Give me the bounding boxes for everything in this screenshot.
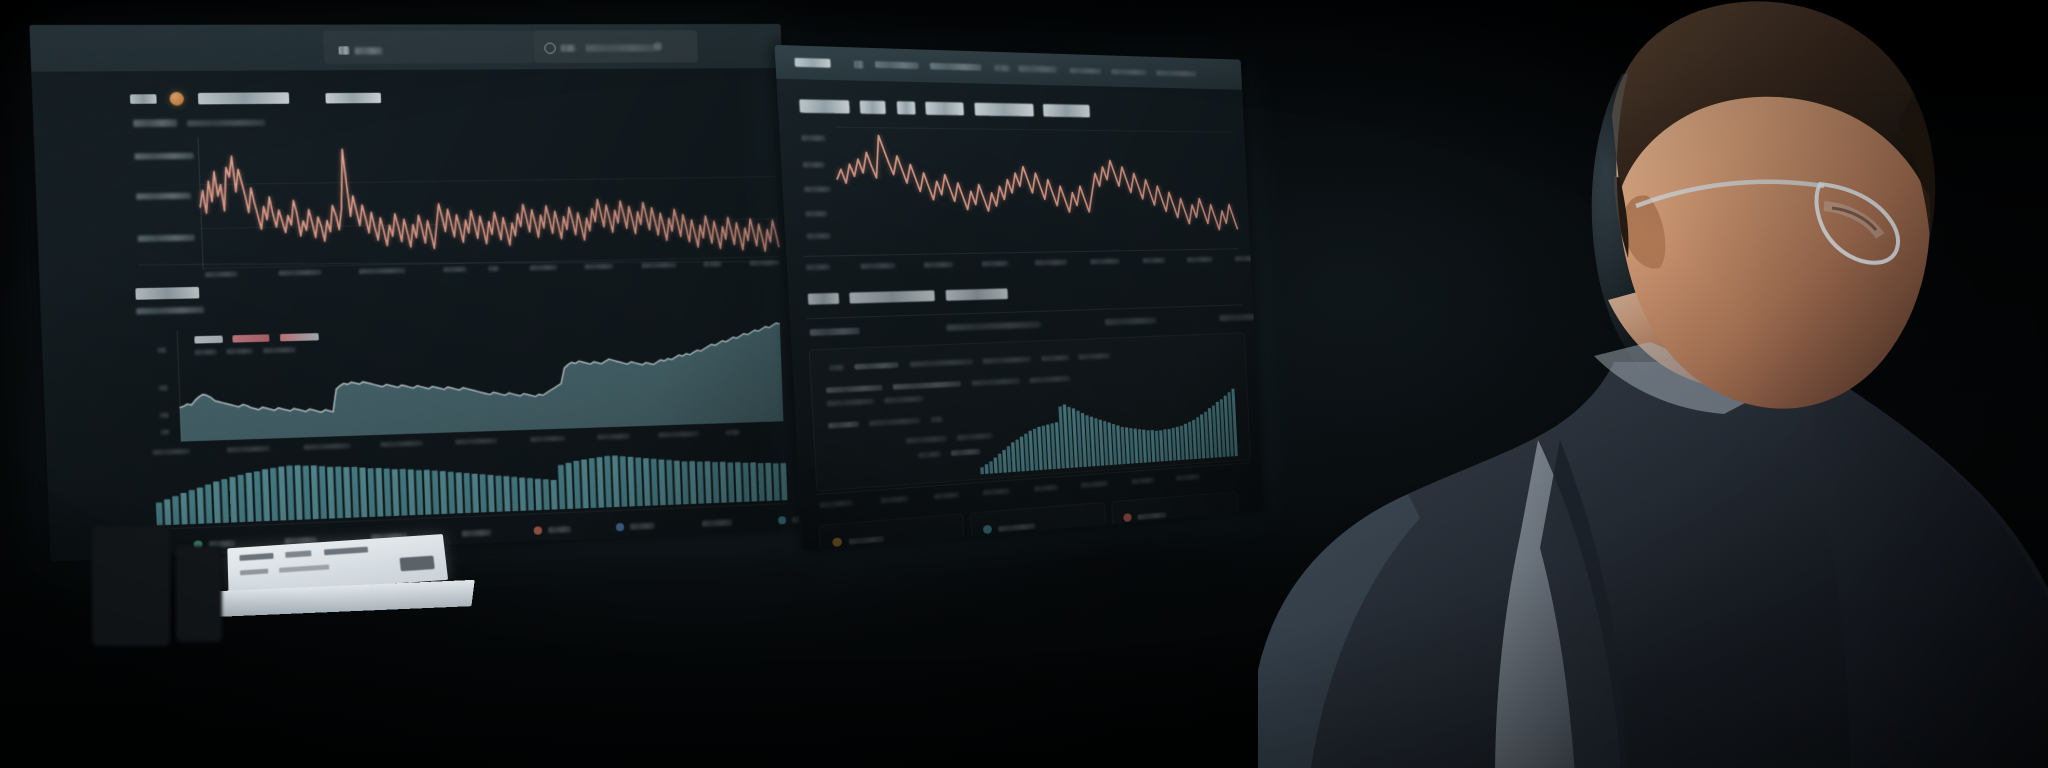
search-placeholder bbox=[585, 44, 658, 52]
right-y-label-2 bbox=[804, 186, 831, 193]
breadcrumb-current bbox=[187, 119, 266, 127]
card-status-dot bbox=[1123, 513, 1132, 523]
right-y-label-3 bbox=[805, 210, 828, 217]
right-nav-item[interactable] bbox=[1018, 65, 1058, 73]
area-y-label-1 bbox=[158, 385, 168, 391]
foreground-laptop[interactable] bbox=[92, 520, 475, 768]
right-y-label-1 bbox=[802, 161, 825, 168]
secondary-screen bbox=[774, 44, 1264, 551]
mid-title bbox=[135, 286, 200, 300]
legend-item[interactable] bbox=[616, 522, 656, 532]
right-y-label-0 bbox=[801, 135, 826, 141]
right-y-label-4 bbox=[806, 233, 831, 239]
primary-dashboard-monitor[interactable] bbox=[29, 23, 800, 562]
right-nav-item[interactable] bbox=[1156, 70, 1197, 77]
legend-item[interactable] bbox=[533, 525, 571, 535]
legend-label bbox=[547, 526, 571, 534]
search-input[interactable] bbox=[533, 30, 698, 64]
top-line-chart bbox=[197, 130, 779, 268]
breadcrumb-root[interactable] bbox=[133, 119, 178, 128]
y-axis-label-2 bbox=[137, 234, 201, 242]
search-icon bbox=[544, 42, 556, 54]
area-chart bbox=[176, 313, 783, 442]
right-sub-left[interactable] bbox=[809, 327, 860, 336]
legend-label bbox=[701, 519, 733, 527]
right-nav-item[interactable] bbox=[1111, 69, 1147, 76]
legend-label bbox=[792, 516, 800, 523]
right-nav-item[interactable] bbox=[874, 61, 919, 70]
secondary-dashboard-monitor[interactable] bbox=[774, 44, 1264, 551]
top-line-chart-panel[interactable] bbox=[129, 128, 779, 273]
mid-section-header bbox=[135, 286, 209, 315]
y-axis-label-0 bbox=[134, 152, 199, 160]
right-section-title bbox=[807, 288, 1014, 305]
mid-subtitle bbox=[136, 306, 205, 315]
report-line bbox=[826, 395, 930, 407]
breadcrumb[interactable] bbox=[133, 118, 271, 128]
laptop-screen-row bbox=[239, 564, 330, 576]
right-brand bbox=[794, 57, 831, 68]
right-sub-extra bbox=[1104, 317, 1157, 326]
legend-item[interactable] bbox=[778, 515, 800, 525]
report-line bbox=[826, 375, 1076, 394]
right-nav-icon[interactable] bbox=[853, 60, 864, 69]
right-sub-mid bbox=[946, 321, 1042, 332]
legend-label bbox=[630, 522, 656, 530]
legend-dot bbox=[616, 522, 625, 532]
brand-section bbox=[325, 92, 382, 104]
laptop-enter-key[interactable] bbox=[399, 555, 435, 572]
card-status-dot bbox=[982, 524, 993, 535]
area-y-label-3 bbox=[160, 429, 170, 435]
brand-prefix bbox=[129, 94, 157, 105]
area-chart-panel[interactable] bbox=[137, 309, 786, 446]
laptop-screen-row bbox=[239, 546, 368, 561]
right-line-chart bbox=[834, 127, 1238, 247]
desk-object-mid bbox=[176, 546, 222, 642]
right-line-chart-panel[interactable] bbox=[791, 122, 1238, 252]
legend-dot bbox=[778, 516, 787, 525]
topbar-tab-group[interactable] bbox=[322, 30, 535, 65]
search-label bbox=[560, 44, 576, 52]
right-headline bbox=[799, 99, 1095, 118]
report-line bbox=[828, 416, 948, 429]
report-line bbox=[829, 353, 1116, 371]
brand-row bbox=[129, 89, 382, 110]
right-nav-item[interactable] bbox=[929, 62, 982, 71]
card-title bbox=[848, 535, 885, 544]
primary-screen bbox=[29, 23, 800, 562]
right-nav-item[interactable] bbox=[1069, 67, 1102, 74]
app-topbar bbox=[29, 23, 783, 72]
area-y-label-2 bbox=[160, 412, 170, 419]
card-title bbox=[1137, 511, 1167, 520]
brand-name bbox=[197, 92, 290, 105]
right-chart-x-axis bbox=[806, 255, 1263, 271]
kebab-menu-icon[interactable] bbox=[653, 42, 663, 51]
right-nav-item[interactable] bbox=[994, 64, 1010, 72]
card-status-dot bbox=[832, 537, 843, 548]
bar-chart bbox=[155, 455, 788, 526]
y-axis-label-1 bbox=[136, 192, 197, 200]
area-y-label-0 bbox=[157, 347, 167, 353]
brand-dot-icon bbox=[169, 92, 185, 106]
legend-dot bbox=[533, 526, 542, 535]
right-bar-chart bbox=[980, 388, 1238, 475]
bar-chart-panel[interactable] bbox=[153, 442, 788, 527]
report-line bbox=[918, 448, 986, 459]
card-title bbox=[998, 522, 1036, 532]
desk-object-left bbox=[92, 526, 170, 646]
legend-item[interactable] bbox=[701, 519, 733, 527]
